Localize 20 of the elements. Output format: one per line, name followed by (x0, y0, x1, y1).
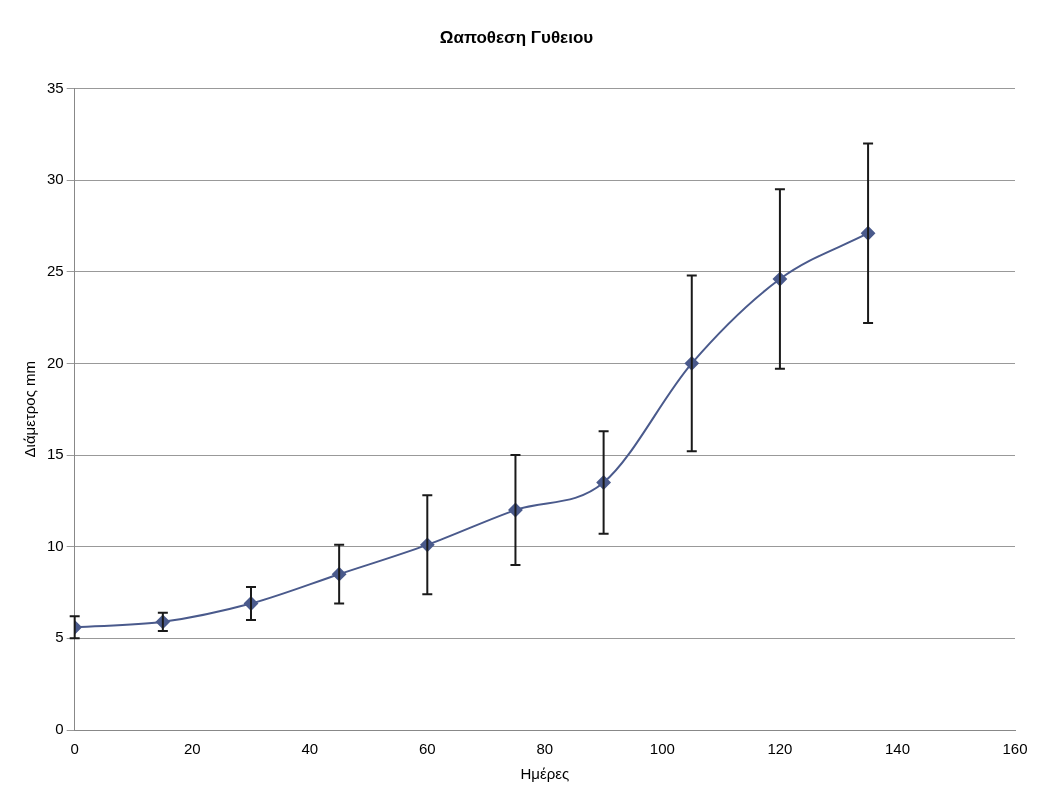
x-tick-label: 40 (301, 740, 319, 758)
chart-title: Ωαποθεση Γυθειου (439, 27, 594, 47)
x-tick-label: 20 (183, 740, 201, 758)
x-tick-label: 80 (536, 740, 554, 758)
y-tick-label: 0 (55, 720, 64, 738)
x-axis-title: Ημέρες (520, 765, 570, 783)
x-tick-label: 140 (884, 740, 910, 758)
y-tick-label: 5 (55, 628, 64, 646)
x-tick-label: 120 (767, 740, 793, 758)
x-tick-label: 160 (1002, 740, 1028, 758)
x-tick-label: 0 (70, 740, 79, 758)
y-tick-label: 35 (47, 78, 64, 96)
y-tick-label: 20 (47, 353, 64, 371)
y-tick-label: 15 (47, 445, 64, 463)
y-axis-title: Διάμετρος mm (21, 360, 39, 458)
x-tick-label: 60 (418, 740, 436, 758)
x-tick-label: 100 (649, 740, 675, 758)
y-tick-label: 25 (47, 261, 64, 279)
y-tick-label: 10 (47, 536, 64, 554)
y-tick-label: 30 (47, 170, 64, 188)
